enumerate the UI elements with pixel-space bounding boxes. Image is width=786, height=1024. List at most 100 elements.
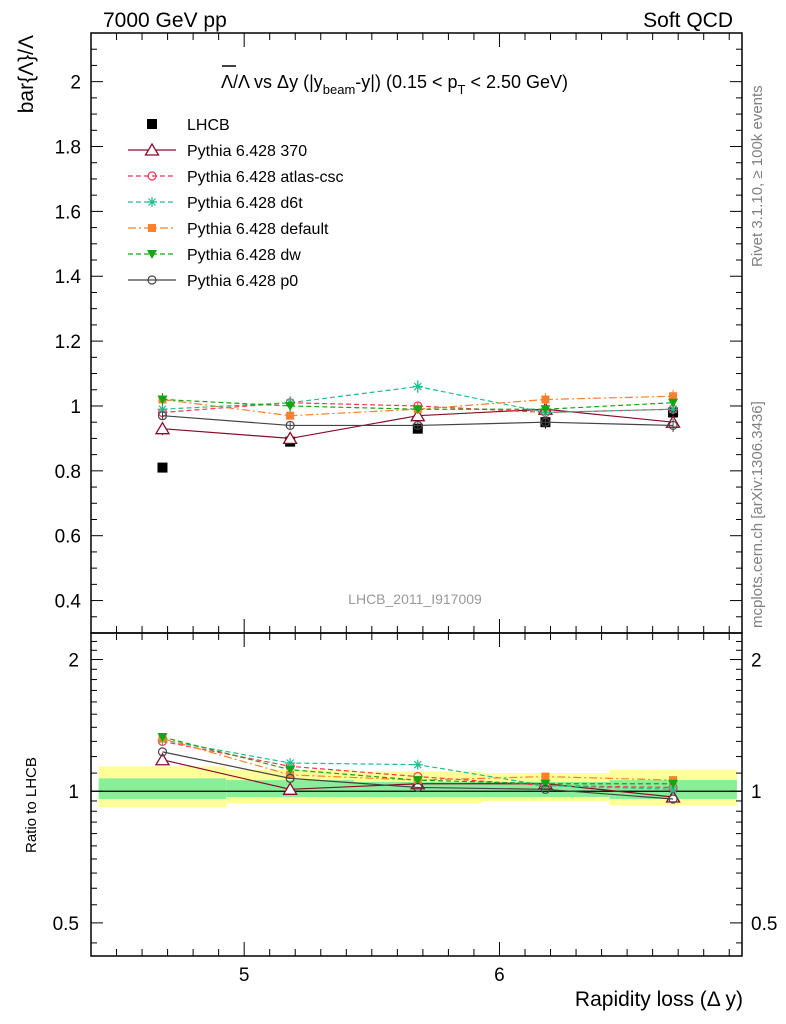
ratio-series-dw [157,733,679,789]
title-suffix: < 2.50 GeV) [465,72,568,92]
data-point [157,462,168,473]
ratio-y-tick-label-right: 2 [751,651,762,672]
legend-label: Pythia 6.428 default [187,221,329,238]
ratio-y-tick-label: 0.5 [53,914,79,935]
data-point [157,404,168,415]
ratio-y-tick-label-right: 0.5 [751,914,777,935]
main-y-tick-label: 0.6 [55,527,81,548]
main-y-tick-label: 2 [70,73,81,94]
legend-entry-370: Pythia 6.428 370 [128,142,307,160]
x-tick-label: 5 [239,965,250,986]
ratio-point [668,779,679,789]
legend-label: Pythia 6.428 d6t [187,195,303,212]
ratio-point [540,779,551,789]
data-point [285,401,296,411]
ratio-point [668,784,679,795]
ratio-point [285,765,296,775]
x-tick-label: 6 [494,965,505,986]
x-axis-label: Rapidity loss (Δ y) [575,988,743,1011]
ratio-y-tick-label: 1 [68,782,79,803]
ratio-band-inner [98,778,227,799]
ratio-point [412,759,423,770]
legend-marker [147,250,157,259]
data-point [412,405,423,415]
ratio-point [157,747,168,757]
data-point [669,392,678,401]
ratio-point [413,782,423,793]
data-point [282,431,298,445]
ratio-plot-frame [90,632,743,957]
ratio-point [285,758,296,769]
series-p0 [157,411,678,432]
data-point [540,405,551,415]
legend-marker [147,171,157,181]
title-mid: -y|) (0.15 < p [355,72,457,92]
main-y-tick-label: 1 [70,397,81,418]
main-y-tick-label: 0.8 [55,462,81,483]
legend-marker [147,119,157,129]
legend-entry-default: Pythia 6.428 default [128,221,329,238]
legend-entry-LHCB: LHCB [147,117,230,134]
data-point [157,411,168,421]
legend-label: Pythia 6.428 370 [187,143,307,160]
legend-entry-p0: Pythia 6.428 p0 [128,273,298,290]
legend-entry-atlas-csc: Pythia 6.428 atlas-csc [128,169,344,186]
header-left: 7000 GeV pp [103,9,227,32]
title-prefix: Λ/Λ vs Δy (|y [221,72,323,92]
data-point [668,404,679,415]
axes-frame: 0.4 0.6 0.8 1 1.2 1.4 1.6 1.8 2 5 6 0.5 0.5 1 1 2 2 [53,32,777,986]
main-y-tick-label: 1.2 [55,332,81,353]
data-point [286,411,295,420]
data-point [541,395,550,404]
ratio-y-tick-label-right: 1 [751,782,762,803]
data-point [285,420,295,431]
analysis-id: LHCB_2011_I917009 [348,591,482,607]
ratio-point [157,733,168,743]
main-y-tick-label: 1.6 [55,202,81,223]
data-point [154,421,171,435]
data-point [413,420,423,431]
ratio-point [541,772,550,781]
ratio-point [668,794,678,804]
series-line [162,402,674,414]
ratio-point [540,784,551,794]
ratio-line [162,751,674,800]
main-y-tick-label: 1.8 [55,138,81,159]
series-layer [154,380,681,804]
ratio-point [412,776,423,786]
title-sub-beam: beam [323,82,356,97]
series-line [162,398,674,410]
legend-entry-d6t: Pythia 6.428 d6t [128,195,303,212]
y-axis-label-ratio: Ratio to LHCB [23,757,40,853]
data-point [668,420,678,431]
y-axis-label-main: bar{Λ}/Λ [15,35,38,113]
legend-marker [147,197,157,207]
header-right: Soft QCD [643,9,733,32]
legend-label: Pythia 6.428 dw [187,247,301,264]
ratio-point [154,752,171,766]
title-sub-t: T [458,82,466,97]
ratio-point [285,773,295,783]
data-point [540,417,551,427]
main-y-tick-label: 1.4 [55,267,82,288]
data-point [668,398,679,408]
svg-text:Λ/Λ vs Δy (|ybeam-y|) (0.15 <: Λ/Λ vs Δy (|ybeam-y|) (0.15 < pT < 2.50 … [221,72,568,97]
mcplots-label: mcplots.cern.ch [arXiv:1306.3436] [749,401,766,628]
plot-title: Λ/Λ vs Δy (|ybeam-y|) (0.15 < pT < 2.50 … [221,65,568,97]
legend-label: Pythia 6.428 p0 [187,273,298,290]
legend-marker [148,224,156,232]
rivet-label: Rivet 3.1.10, ≥ 100k events [749,85,766,267]
series-dw [157,393,679,415]
data-point [412,381,423,392]
legend: LHCB Pythia 6.428 370 Pythia 6.428 atlas-c… [128,117,344,290]
data-point [410,408,426,422]
ratio-point [282,782,298,795]
legend-marker [144,142,160,156]
legend-entry-dw: Pythia 6.428 dw [128,247,301,264]
series-370 [154,401,681,445]
legend-label: Pythia 6.428 atlas-csc [187,169,344,186]
ratio-y-tick-label: 2 [68,651,79,672]
legend-label: LHCB [187,117,230,134]
data-point [157,395,168,405]
